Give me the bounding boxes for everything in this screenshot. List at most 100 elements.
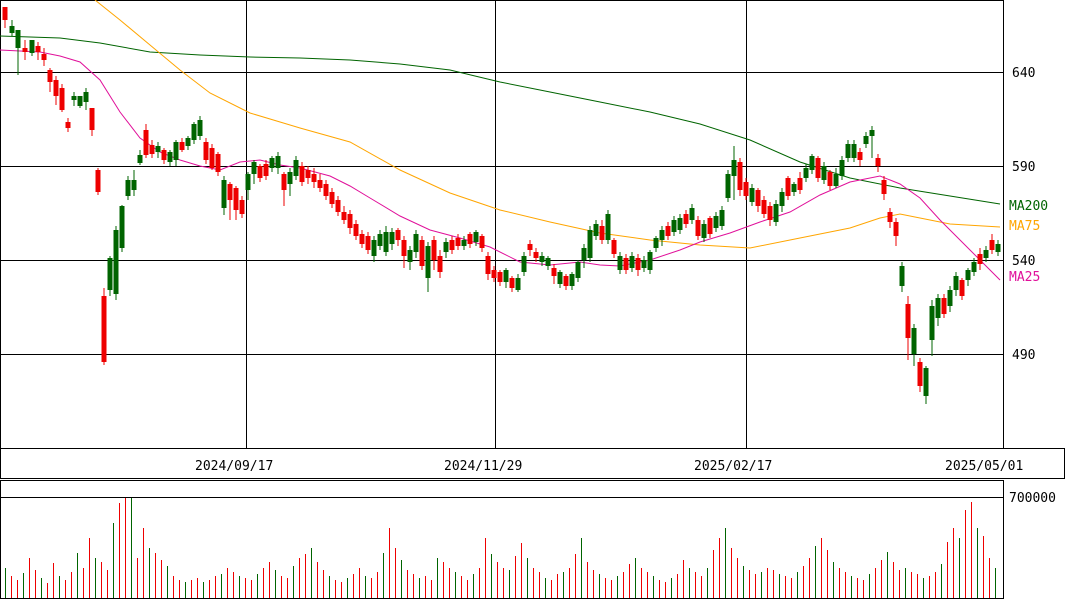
candle-body-78 [473,232,479,242]
candle-body-70 [425,246,431,278]
candle-body-94 [569,274,575,286]
candle-body-13 [83,92,89,102]
candle-body-117 [707,218,713,234]
candle-body-57 [347,214,353,228]
candle-body-87 [527,244,533,250]
legend-ma75: MA75 [1009,219,1040,234]
candle-body-130 [785,178,791,196]
candle-body-134 [809,156,815,170]
candle-body-69 [419,240,425,266]
candle-body-126 [761,200,767,214]
candle-body-41 [251,162,257,174]
candle-body-104 [629,256,635,268]
candle-body-55 [335,200,341,212]
candle-body-95 [575,262,581,278]
candle-body-22 [137,155,143,163]
candle-body-4 [29,40,35,53]
candle-body-158 [953,276,959,290]
candle-body-148 [893,222,899,236]
candle-body-71 [431,240,437,260]
candle-body-133 [803,168,809,178]
candle-body-108 [653,238,659,248]
candle-body-12 [77,96,83,106]
candle-body-88 [533,252,539,258]
candle-body-83 [503,270,509,282]
candle-body-46 [281,174,287,190]
price-tick-640: 640 [1012,66,1035,81]
candle-body-53 [323,184,329,196]
candle-body-39 [239,200,245,214]
candle-body-23 [143,130,149,155]
candle-body-43 [263,164,269,176]
candle-body-36 [221,180,227,208]
candle-body-16 [101,296,107,362]
candle-body-18 [113,230,119,294]
volume-plot-frame [0,480,1004,599]
candle-body-11 [71,96,77,100]
candle-body-143 [863,136,869,144]
candle-body-9 [59,88,65,110]
candle-body-27 [167,152,173,162]
candle-body-49 [299,166,305,182]
candle-body-51 [311,174,317,182]
candle-body-63 [383,232,389,252]
candle-body-110 [665,226,671,236]
candle-body-80 [485,256,491,274]
candle-body-65 [395,230,401,240]
candle-body-60 [365,236,371,250]
candle-body-21 [131,180,137,190]
candle-body-44 [269,158,275,168]
candle-body-15 [95,170,101,192]
candle-body-5 [35,46,41,52]
date-axis-frame [0,448,1065,479]
candle-body-62 [377,234,383,246]
volume-bars [5,498,996,598]
candle-body-24 [149,145,155,154]
candle-body-155 [935,298,941,318]
candle-body-146 [881,180,887,194]
candle-body-91 [551,268,557,276]
candle-body-159 [959,280,965,296]
candle-body-67 [407,250,413,262]
ma-line-ma25 [0,49,1001,281]
candle-body-123 [743,182,749,196]
candle-body-50 [305,170,311,178]
candle-body-64 [389,232,395,244]
candle-body-28 [173,142,179,160]
candle-body-45 [275,156,281,168]
candle-body-90 [545,258,551,266]
candle-body-2 [15,30,21,48]
candle-body-140 [845,144,851,158]
date-label-2: 2024/11/29 [444,459,522,474]
candle-body-85 [515,278,521,290]
candle-body-42 [257,166,263,178]
candle-body-153 [923,368,929,396]
candle-body-74 [449,240,455,250]
candle-body-142 [857,152,863,160]
candle-body-86 [521,256,527,272]
candle-body-52 [317,180,323,188]
candle-body-56 [341,212,347,220]
candle-body-48 [293,160,299,176]
candle-body-73 [443,242,449,252]
candle-body-82 [497,272,503,282]
candle-body-112 [677,218,683,230]
ma-line-ma75 [94,0,1001,249]
ma-line-ma200 [0,35,1001,205]
candle-body-149 [899,266,905,286]
candle-body-0 [2,7,8,20]
candle-body-152 [917,362,923,386]
candle-body-157 [947,290,953,306]
candle-body-151 [911,328,917,354]
moving-average-lines [0,0,1001,281]
candle-body-38 [233,188,239,210]
candle-body-40 [245,174,251,190]
candle-body-124 [749,188,755,202]
date-label-4: 2025/05/01 [945,459,1023,474]
candle-body-93 [563,276,569,286]
candle-body-32 [197,120,203,136]
candle-body-1 [9,26,15,33]
candle-body-109 [659,230,665,240]
candle-body-138 [833,174,839,186]
